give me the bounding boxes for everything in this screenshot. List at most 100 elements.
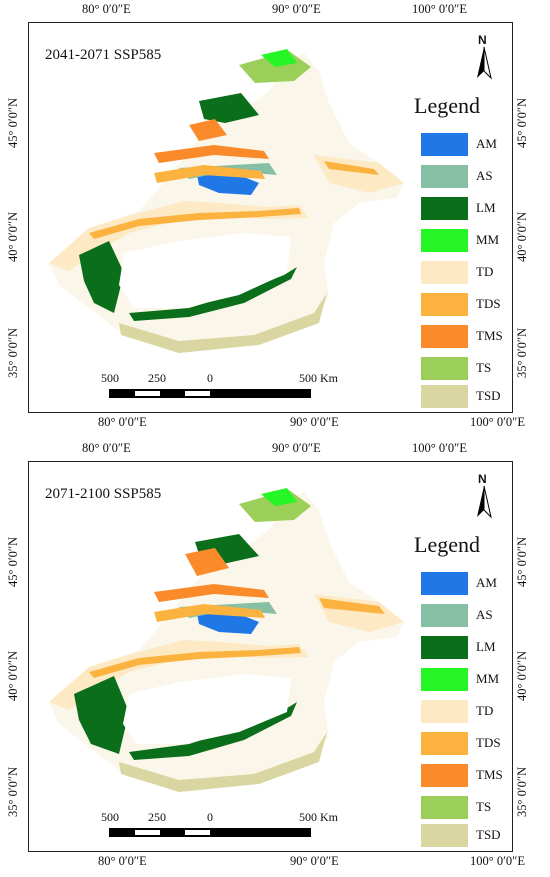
bottom-tick-3: 100° 0′0″E [470, 415, 525, 429]
bottom-tick-1: 80° 0′0″E [98, 854, 147, 868]
bottom-tick-2: 90° 0′0″E [290, 415, 339, 429]
left-tick-1: 45° 0′0″N [6, 97, 20, 148]
top-tick-3: 100° 0′0″E [412, 2, 467, 16]
legend-label: LM [476, 200, 496, 215]
scale-label-500km: 500 Km [299, 371, 338, 385]
tds-east [319, 598, 385, 614]
legend-swatch [421, 796, 468, 819]
map-panel-2: 80° 0′0″E 90° 0′0″E 100° 0′0″E 80° 0′0″E… [0, 439, 550, 877]
top-tick-3: 100° 0′0″E [412, 441, 467, 455]
scale-bar-segment [135, 391, 160, 396]
legend-item-as: AS [421, 604, 512, 630]
legend-title: Legend [414, 532, 480, 557]
north-arrow: N [469, 33, 499, 85]
legend-item-tds: TDS [421, 293, 512, 319]
left-tick-2: 40° 0′0″N [6, 211, 20, 262]
legend-label: TS [476, 360, 492, 375]
legend-swatch [421, 824, 468, 847]
legend-label: TD [476, 703, 494, 718]
scale-label-250: 250 [148, 371, 166, 385]
lm-band-south [129, 702, 297, 760]
legend-swatch [421, 293, 468, 316]
right-tick-1: 45° 0′0″N [515, 97, 529, 148]
legend-swatch [421, 636, 468, 659]
bottom-tick-1: 80° 0′0″E [98, 415, 147, 429]
legend-label: TMS [476, 328, 503, 343]
scale-bar-segment [185, 830, 210, 835]
tms-north [185, 548, 229, 576]
left-tick-1: 45° 0′0″N [6, 536, 20, 587]
scale-label-500: 500 [101, 810, 119, 824]
am-patch [197, 612, 259, 634]
map-frame: 2041-2071 SSP585 N Legend AM AS LM MM TD… [28, 22, 513, 413]
legend-label: AM [476, 575, 497, 590]
map-frame: 2071-2100 SSP585 N Legend AM AS LM MM TD… [28, 461, 513, 852]
left-tick-3: 35° 0′0″N [6, 766, 20, 817]
tsd-patch [119, 293, 327, 353]
legend-item-ts: TS [421, 357, 512, 383]
legend-title: Legend [414, 93, 480, 118]
legend-item-ts: TS [421, 796, 512, 822]
legend-swatch [421, 261, 468, 284]
top-tick-1: 80° 0′0″E [82, 2, 131, 16]
legend-label: TS [476, 799, 492, 814]
legend-swatch [421, 764, 468, 787]
legend-item-lm: LM [421, 636, 512, 662]
legend-item-am: AM [421, 133, 512, 159]
north-letter: N [478, 33, 487, 47]
map-area [49, 488, 404, 792]
tms-north [189, 119, 227, 141]
scale-bar-segment [185, 391, 210, 396]
right-tick-3: 35° 0′0″N [515, 766, 529, 817]
legend-swatch [421, 197, 468, 220]
legend-swatch [421, 325, 468, 348]
legend-label: MM [476, 671, 500, 686]
legend-item-tds: TDS [421, 732, 512, 758]
tms-band [154, 584, 269, 602]
scale-label-500km: 500 Km [299, 810, 338, 824]
right-tick-1: 45° 0′0″N [515, 536, 529, 587]
tds-east [324, 161, 379, 175]
scale-bar [109, 828, 311, 837]
legend-item-tms: TMS [421, 325, 512, 351]
left-tick-2: 40° 0′0″N [6, 650, 20, 701]
tds-band-1 [89, 208, 301, 239]
basin-interior [119, 233, 291, 308]
legend-item-td: TD [421, 261, 512, 287]
panel-title: 2041-2071 SSP585 [45, 47, 162, 63]
lm-north [199, 93, 259, 123]
legend-label: AS [476, 607, 493, 622]
legend-swatch [421, 229, 468, 252]
right-tick-3: 35° 0′0″N [515, 327, 529, 378]
lm-band-west [79, 241, 124, 313]
legend-item-am: AM [421, 572, 512, 598]
tds-band-2 [154, 165, 265, 183]
legend-item-mm: MM [421, 668, 512, 694]
legend-item-lm: LM [421, 197, 512, 223]
mm-altay [261, 488, 297, 506]
legend-item-tsd: TSD [421, 385, 512, 411]
legend-swatch [421, 732, 468, 755]
scale-label-250: 250 [148, 810, 166, 824]
mm-altay [261, 49, 297, 67]
tms-band [154, 145, 269, 163]
scale-label-0: 0 [207, 810, 213, 824]
tds-band-1 [89, 647, 301, 678]
legend-label: TDS [476, 296, 501, 311]
scale-bar-segment [135, 830, 160, 835]
top-tick-2: 90° 0′0″E [272, 2, 321, 16]
legend-item-tms: TMS [421, 764, 512, 790]
lm-band-south [129, 267, 297, 321]
am-patch [197, 173, 259, 195]
scale-label-500: 500 [101, 371, 119, 385]
north-arrow-icon [477, 46, 492, 80]
legend-label: AM [476, 136, 497, 151]
legend-item-tsd: TSD [421, 824, 512, 850]
legend-swatch [421, 133, 468, 156]
legend-label: TMS [476, 767, 503, 782]
top-tick-1: 80° 0′0″E [82, 441, 131, 455]
legend-swatch [421, 385, 468, 408]
scale-bar [109, 389, 311, 398]
legend-swatch [421, 700, 468, 723]
right-tick-2: 40° 0′0″N [515, 650, 529, 701]
